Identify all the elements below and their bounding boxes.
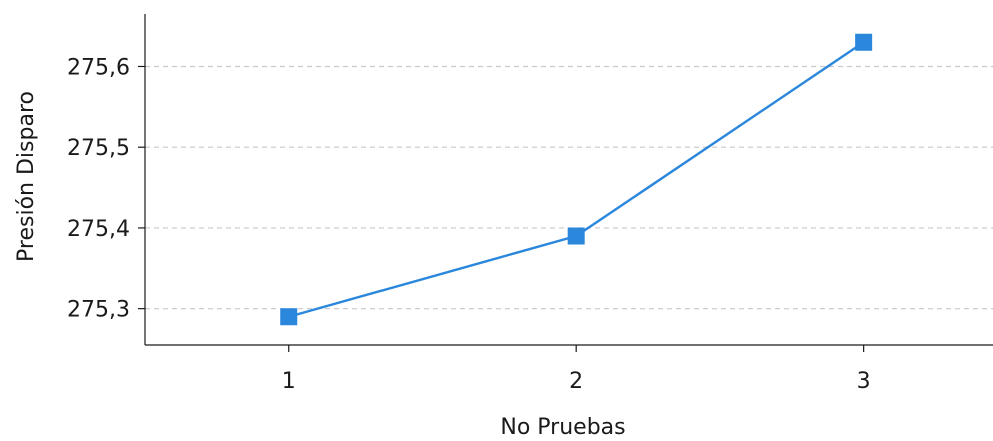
x-tick-label: 1 — [282, 369, 296, 394]
y-axis-title: Presión Disparo — [14, 91, 39, 262]
x-axis-ticks: 1 2 3 — [282, 345, 871, 394]
data-point-marker — [280, 308, 298, 326]
series-line — [288, 41, 865, 318]
y-tick-label: 275,6 — [67, 55, 130, 80]
y-tick-label: 275,5 — [67, 136, 130, 161]
data-series — [280, 33, 873, 326]
data-point-marker — [567, 227, 585, 245]
y-tick-label: 275,4 — [67, 217, 130, 242]
x-tick-label: 3 — [857, 369, 871, 394]
data-point-marker — [855, 33, 873, 51]
x-axis-title: No Pruebas — [500, 415, 625, 440]
grid-lines — [145, 65, 993, 310]
y-axis-ticks: 275,3 275,4 275,5 275,6 — [67, 55, 145, 323]
x-tick-label: 2 — [569, 369, 583, 394]
y-tick-label: 275,3 — [67, 298, 130, 323]
axes — [144, 14, 993, 346]
